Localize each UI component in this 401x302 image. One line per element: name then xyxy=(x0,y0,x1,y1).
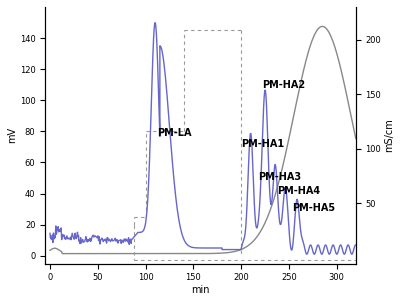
Text: PM-HA3: PM-HA3 xyxy=(258,172,302,182)
Y-axis label: mV: mV xyxy=(7,127,17,143)
Text: PM-LA: PM-LA xyxy=(157,128,192,138)
Text: PM-HA5: PM-HA5 xyxy=(292,203,335,213)
Text: PM-HA1: PM-HA1 xyxy=(241,139,284,149)
X-axis label: min: min xyxy=(191,285,210,295)
Y-axis label: mS/cm: mS/cm xyxy=(384,118,394,152)
Text: PM-HA4: PM-HA4 xyxy=(277,185,320,196)
Text: PM-HA2: PM-HA2 xyxy=(262,80,305,90)
